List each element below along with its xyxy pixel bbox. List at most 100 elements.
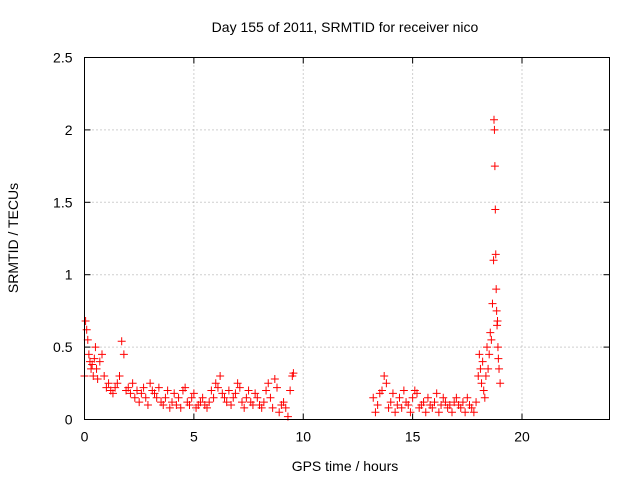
data-point — [165, 403, 174, 412]
data-point — [458, 398, 467, 407]
data-point — [170, 389, 179, 398]
data-point — [213, 383, 222, 392]
data-point — [478, 357, 487, 366]
data-point — [490, 162, 499, 171]
data-point — [279, 398, 288, 407]
data-point — [90, 354, 99, 363]
y-tick-label: 1 — [65, 267, 73, 283]
data-point — [488, 299, 497, 308]
data-point — [133, 386, 141, 395]
data-point — [495, 364, 504, 373]
data-point — [489, 256, 498, 265]
data-point — [89, 372, 98, 381]
data-point — [231, 389, 240, 398]
grid-lines — [84, 57, 610, 420]
data-point — [384, 403, 393, 412]
data-point — [93, 374, 102, 383]
data-point — [150, 389, 159, 398]
data-point — [257, 403, 266, 412]
data-point — [493, 343, 502, 352]
data-point — [251, 389, 260, 398]
data-point — [380, 372, 389, 381]
data-point — [386, 398, 395, 407]
data-point — [141, 393, 150, 402]
data-point — [486, 328, 495, 337]
data-point — [264, 379, 273, 388]
data-point — [211, 379, 220, 388]
data-point — [481, 372, 490, 381]
data-points — [80, 115, 505, 421]
data-point — [393, 401, 402, 410]
data-point — [491, 250, 500, 259]
data-point — [181, 383, 190, 392]
y-axis-label: SRMTID / TECUs — [5, 183, 21, 293]
data-point — [437, 401, 446, 410]
data-point — [205, 398, 214, 407]
data-point — [174, 393, 183, 402]
data-point — [152, 393, 161, 402]
data-point — [111, 383, 120, 392]
data-point — [474, 372, 483, 381]
data-point — [432, 389, 441, 398]
data-point — [428, 403, 437, 412]
data-point — [161, 393, 170, 402]
data-point — [218, 389, 227, 398]
data-point — [421, 408, 430, 417]
data-point — [102, 383, 111, 392]
data-point — [388, 389, 397, 398]
data-point — [491, 205, 500, 214]
data-point — [475, 350, 484, 359]
data-point — [196, 398, 205, 407]
data-point — [492, 285, 501, 294]
data-point — [176, 403, 185, 412]
data-point — [82, 325, 91, 334]
data-point — [445, 401, 454, 410]
data-point — [450, 398, 459, 407]
x-tick-label: 10 — [295, 429, 311, 445]
data-point — [229, 393, 238, 402]
data-point — [270, 374, 279, 383]
data-point — [479, 386, 488, 395]
data-point — [391, 408, 400, 417]
data-point — [224, 386, 233, 395]
data-point — [143, 401, 152, 410]
data-point — [472, 398, 481, 407]
data-point — [172, 401, 181, 410]
data-point — [484, 364, 493, 373]
data-point — [373, 401, 382, 410]
y-tick-label: 2.5 — [53, 50, 73, 66]
data-point — [289, 369, 298, 378]
data-point — [259, 398, 268, 407]
data-point — [207, 386, 216, 395]
data-point — [494, 354, 503, 363]
data-point — [463, 393, 472, 402]
data-point — [262, 386, 271, 395]
axis-ticks: 0 5 10 15 20 0 0.5 1 1.5 2 2.5 — [53, 50, 610, 445]
data-point — [209, 393, 218, 402]
data-point — [404, 401, 413, 410]
data-point — [452, 393, 461, 402]
data-point — [203, 403, 211, 412]
data-point — [126, 389, 135, 398]
data-point — [159, 401, 168, 410]
data-point — [413, 389, 421, 398]
data-point — [439, 393, 448, 402]
data-point — [399, 386, 408, 395]
data-point — [490, 115, 498, 124]
data-point — [430, 398, 439, 407]
data-point — [441, 398, 450, 407]
data-point — [222, 398, 231, 407]
data-point — [88, 360, 97, 369]
data-point — [448, 408, 456, 417]
y-tick-label: 2 — [65, 122, 73, 138]
data-point — [130, 393, 139, 402]
data-point — [434, 408, 443, 417]
x-tick-label: 15 — [405, 429, 421, 445]
data-point — [496, 379, 505, 388]
data-point — [268, 403, 277, 412]
data-point — [242, 393, 251, 402]
data-point — [371, 408, 380, 417]
data-point — [92, 364, 101, 373]
data-point — [281, 403, 290, 412]
